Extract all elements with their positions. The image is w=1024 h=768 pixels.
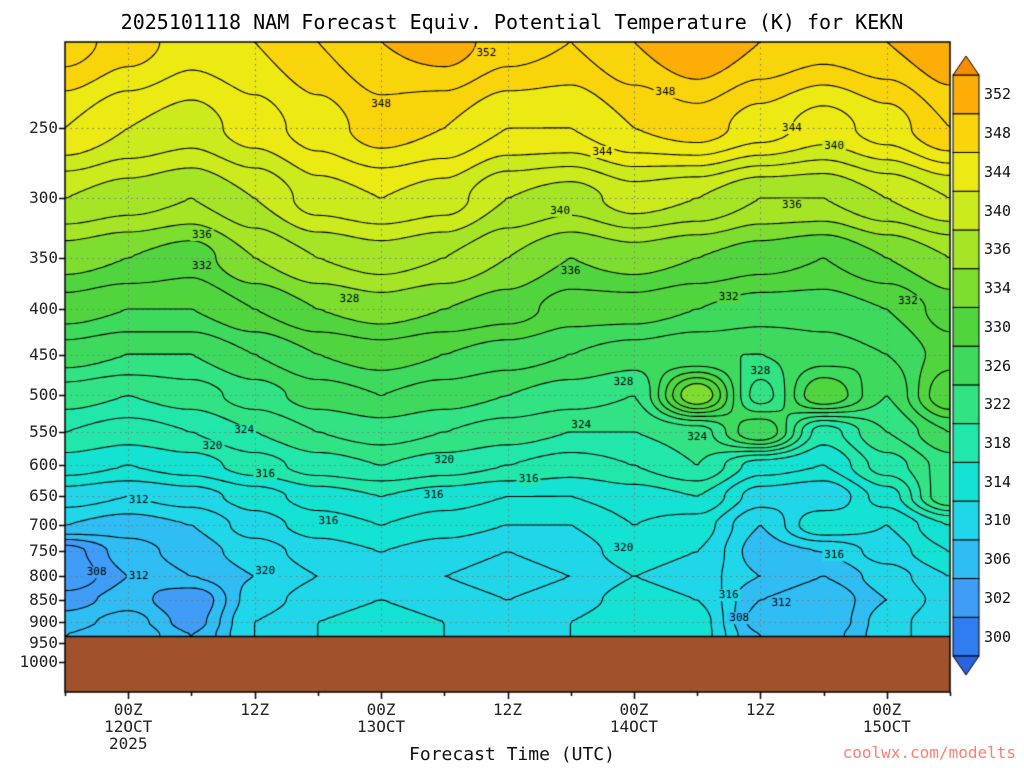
colorbar-tick-label: 326 — [984, 356, 1012, 375]
y-tick-label: 800 — [29, 566, 58, 586]
x-tick-label: 00Z — [872, 700, 902, 719]
y-tick-label: 400 — [29, 299, 58, 319]
x-axis-year-label: 2025 — [108, 734, 148, 753]
y-tick-label: 450 — [29, 344, 58, 364]
y-tick-label: 250 — [29, 118, 58, 137]
colorbar-tick-label: 314 — [984, 472, 1012, 491]
y-tick-label: 550 — [29, 421, 58, 441]
y-tick-label: 350 — [29, 247, 58, 267]
y-tick-label: 300 — [29, 188, 58, 208]
y-tick-label: 700 — [29, 514, 58, 534]
colorbar-tick-label: 310 — [984, 511, 1012, 530]
chart-title: 2025101118 NAM Forecast Equiv. Potential… — [120, 10, 904, 34]
y-tick-label: 1000 — [19, 652, 58, 672]
colorbar-tick-label: 306 — [984, 550, 1012, 569]
y-tick-label: 650 — [29, 486, 58, 506]
x-tick-date-label: 14OCT — [609, 717, 658, 736]
colorbar-tick-label: 334 — [984, 279, 1012, 298]
colorbar-tick-label: 352 — [984, 85, 1012, 104]
y-tick-label: 900 — [29, 611, 58, 631]
x-tick-label: 00Z — [619, 700, 649, 719]
y-tick-label: 500 — [29, 385, 58, 405]
y-tick-label: 750 — [29, 541, 58, 561]
colorbar-tick-label: 330 — [984, 317, 1012, 336]
colorbar-tick-label: 318 — [984, 433, 1012, 452]
colorbar-tick-label: 340 — [984, 201, 1012, 220]
x-tick-date-label: 12OCT — [104, 717, 153, 736]
colorbar-tick-label: 344 — [984, 162, 1012, 181]
y-tick-label: 600 — [29, 455, 58, 475]
x-tick-label: 00Z — [113, 700, 143, 719]
colorbar-tick-label: 300 — [984, 627, 1012, 646]
colorbar-tick-label: 322 — [984, 395, 1012, 414]
y-tick-label: 950 — [29, 632, 58, 652]
x-tick-label: 00Z — [366, 700, 396, 719]
x-tick-label: 12Z — [240, 700, 270, 719]
colorbar-tick-label: 302 — [984, 588, 1012, 607]
x-tick-label: 12Z — [745, 700, 775, 719]
x-tick-label: 12Z — [493, 700, 522, 719]
watermark-link[interactable]: coolwx.com/modelts — [842, 743, 1016, 762]
y-tick-label: 850 — [29, 589, 58, 609]
x-tick-date-label: 15OCT — [862, 717, 911, 736]
colorbar-tick-label: 348 — [984, 124, 1012, 143]
colorbar-tick-label: 336 — [984, 240, 1012, 259]
x-axis-title: Forecast Time (UTC) — [409, 744, 615, 765]
x-tick-date-label: 13OCT — [356, 717, 406, 736]
